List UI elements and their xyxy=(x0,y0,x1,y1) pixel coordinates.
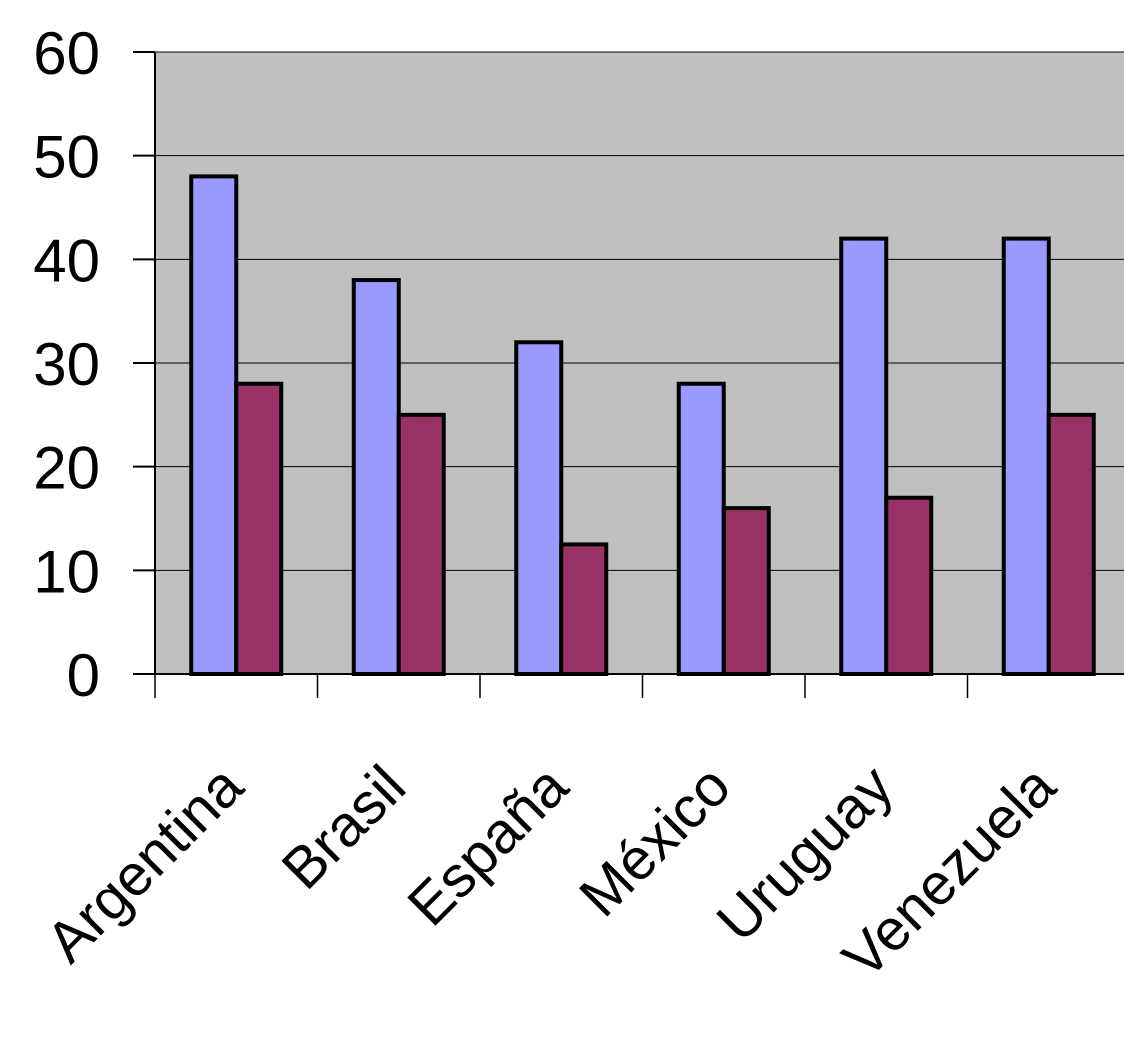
bar xyxy=(676,381,726,676)
bar xyxy=(721,506,771,676)
category-label: Brasil xyxy=(269,753,418,902)
gridlines xyxy=(155,51,1124,571)
bar xyxy=(189,174,239,676)
category-labels: Argentina BrasilEspañaMéxicoUruguayVenezu… xyxy=(34,753,1069,991)
x-tick-marks xyxy=(154,674,969,698)
bar xyxy=(559,542,609,677)
y-tick-label: 10 xyxy=(33,538,100,605)
y-tick-label: 60 xyxy=(33,20,100,87)
y-tick-label: 0 xyxy=(67,642,100,709)
bar xyxy=(1001,236,1051,676)
bar xyxy=(884,495,934,676)
y-tick-label: 50 xyxy=(33,124,100,191)
y-tick-labels: 0 10 20 30 40 50 60 xyxy=(33,20,155,709)
bar xyxy=(234,381,284,676)
y-tick-label: 20 xyxy=(33,435,100,502)
y-tick-label: 30 xyxy=(33,331,100,398)
bar xyxy=(839,236,889,676)
y-tick-label: 40 xyxy=(33,227,100,294)
bar xyxy=(396,412,446,676)
bar xyxy=(514,340,564,676)
bar xyxy=(351,278,401,676)
bar xyxy=(1046,412,1096,676)
category-label: Argentina xyxy=(34,753,256,975)
bars xyxy=(189,174,1096,677)
category-label: España xyxy=(395,753,581,939)
